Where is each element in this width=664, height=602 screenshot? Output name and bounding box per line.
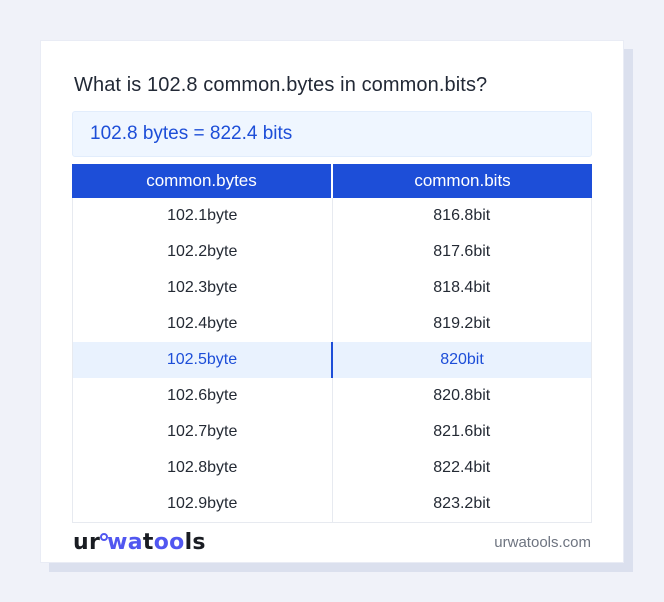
cell-bytes[interactable]: 102.7byte: [73, 414, 333, 450]
cell-bytes[interactable]: 102.2byte: [73, 234, 333, 270]
table-row[interactable]: 102.4byte 819.2bit: [73, 306, 591, 342]
cell-bits[interactable]: 823.2bit: [433, 495, 491, 512]
cell-bits[interactable]: 818.4bit: [433, 279, 491, 296]
cell-bits[interactable]: 820.8bit: [433, 387, 491, 404]
cell-bytes[interactable]: 102.6byte: [73, 378, 333, 414]
table-row[interactable]: 102.3byte 818.4bit: [73, 270, 591, 306]
column-header-bytes: common.bytes: [72, 164, 333, 198]
column-header-bits: common.bits: [414, 171, 511, 190]
table-row[interactable]: 102.9byte 823.2bit: [73, 486, 591, 522]
logo-segment: ls: [184, 529, 206, 555]
table-row-highlighted[interactable]: 102.5byte 820bit: [73, 342, 591, 378]
site-url-text: urwatools.com: [494, 534, 591, 551]
cell-bytes[interactable]: 102.8byte: [73, 450, 333, 486]
cell-bits[interactable]: 821.6bit: [433, 423, 491, 440]
cell-bits[interactable]: 820bit: [440, 351, 484, 368]
logo-segment: wa: [107, 529, 143, 555]
conversion-result-box: 102.8 bytes = 822.4 bits: [72, 111, 592, 157]
cell-bits[interactable]: 817.6bit: [433, 243, 491, 260]
urwatools-logo[interactable]: ur watools: [73, 529, 206, 555]
logo-segment: oo: [153, 529, 185, 555]
table-row[interactable]: 102.7byte 821.6bit: [73, 414, 591, 450]
table-row[interactable]: 102.8byte 822.4bit: [73, 450, 591, 486]
card-footer: ur watools urwatools.com: [72, 523, 592, 562]
logo-segment: ur: [73, 529, 101, 555]
conversion-table: common.bytes common.bits 102.1byte 816.8…: [72, 164, 592, 523]
cell-bits[interactable]: 819.2bit: [433, 315, 491, 332]
page-title: What is 102.8 common.bytes in common.bit…: [74, 74, 488, 96]
table-body: 102.1byte 816.8bit 102.2byte 817.6bit 10…: [72, 198, 592, 523]
cell-bits[interactable]: 822.4bit: [433, 459, 491, 476]
converter-card: What is 102.8 common.bytes in common.bit…: [40, 40, 624, 563]
cell-bytes[interactable]: 102.5byte: [73, 342, 333, 378]
logo-degree-icon: [100, 532, 109, 541]
table-row[interactable]: 102.6byte 820.8bit: [73, 378, 591, 414]
table-row[interactable]: 102.2byte 817.6bit: [73, 234, 591, 270]
table-header-row: common.bytes common.bits: [72, 164, 592, 198]
cell-bytes[interactable]: 102.4byte: [73, 306, 333, 342]
cell-bytes[interactable]: 102.3byte: [73, 270, 333, 306]
table-row[interactable]: 102.1byte 816.8bit: [73, 198, 591, 234]
cell-bytes[interactable]: 102.1byte: [73, 198, 333, 234]
cell-bytes[interactable]: 102.9byte: [73, 486, 333, 522]
cell-bits[interactable]: 816.8bit: [433, 207, 491, 224]
logo-segment: t: [142, 529, 154, 555]
conversion-result-text: 102.8 bytes = 822.4 bits: [90, 123, 293, 144]
